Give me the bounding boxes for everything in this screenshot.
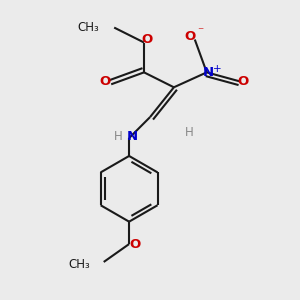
Text: O: O [100, 75, 111, 88]
Text: +: + [213, 64, 221, 74]
Text: N: N [127, 130, 138, 143]
Text: CH₃: CH₃ [77, 21, 99, 34]
Text: O: O [185, 30, 196, 43]
Text: O: O [129, 238, 141, 250]
Text: O: O [141, 33, 153, 46]
Text: N: N [203, 66, 214, 79]
Text: H: H [114, 130, 123, 143]
Text: O: O [237, 75, 248, 88]
Text: CH₃: CH₃ [68, 259, 90, 272]
Text: H: H [184, 126, 193, 139]
Text: ⁻: ⁻ [198, 26, 204, 38]
